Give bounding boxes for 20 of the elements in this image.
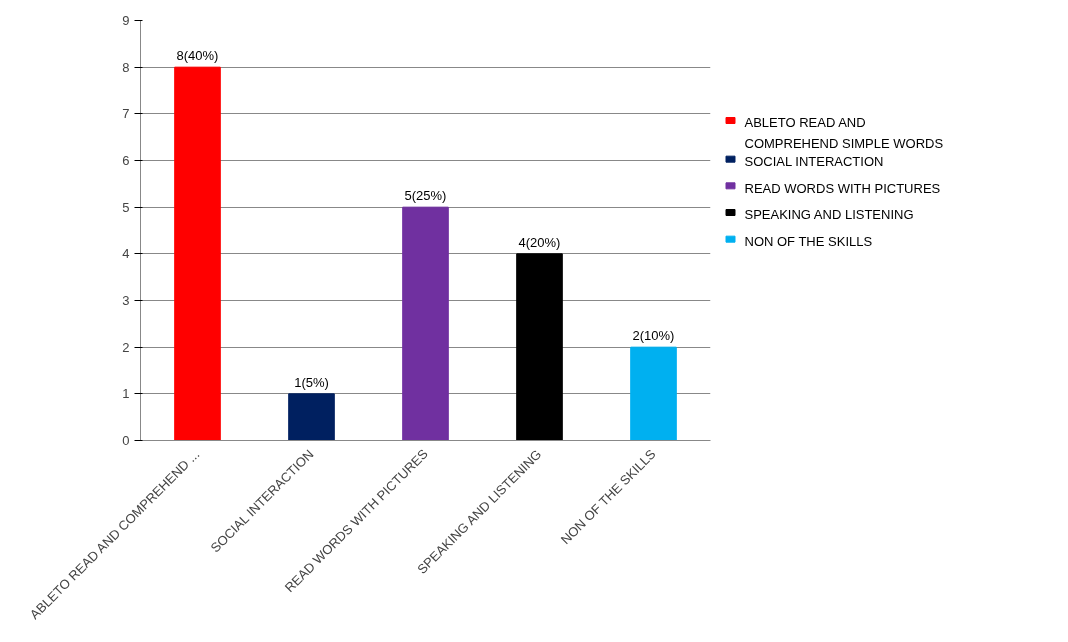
legend-label: SPEAKING AND LISTENING: [744, 207, 914, 223]
legend-label: READ WORDS WITH PICTURES: [744, 180, 941, 196]
data-label: 8(40%): [176, 48, 219, 64]
y-tick-label: 0: [122, 433, 130, 448]
data-label: 4(20%): [518, 234, 561, 250]
y-tick-label: 3: [122, 293, 130, 308]
y-tick-label: 7: [122, 106, 130, 122]
y-tick-label: 5: [122, 199, 130, 215]
y-tick-label: 1: [122, 386, 130, 402]
data-label: 5(25%): [404, 188, 447, 204]
y-tick-label: 4: [122, 246, 130, 262]
y-tick-label: 9: [122, 13, 130, 28]
data-label: 2(10%): [632, 328, 675, 344]
legend-label: ABLETO READ AND COMPREHEND SIMPLE WORDS: [744, 115, 944, 152]
y-tick-label: 8: [122, 59, 130, 75]
legend-label: SOCIAL INTERACTION: [744, 153, 884, 169]
y-tick-label: 2: [122, 339, 130, 355]
y-tick-label: 6: [122, 153, 130, 168]
data-label: 1(5%): [294, 374, 329, 390]
legend-label: NON OF THE SKILLS: [744, 233, 873, 249]
